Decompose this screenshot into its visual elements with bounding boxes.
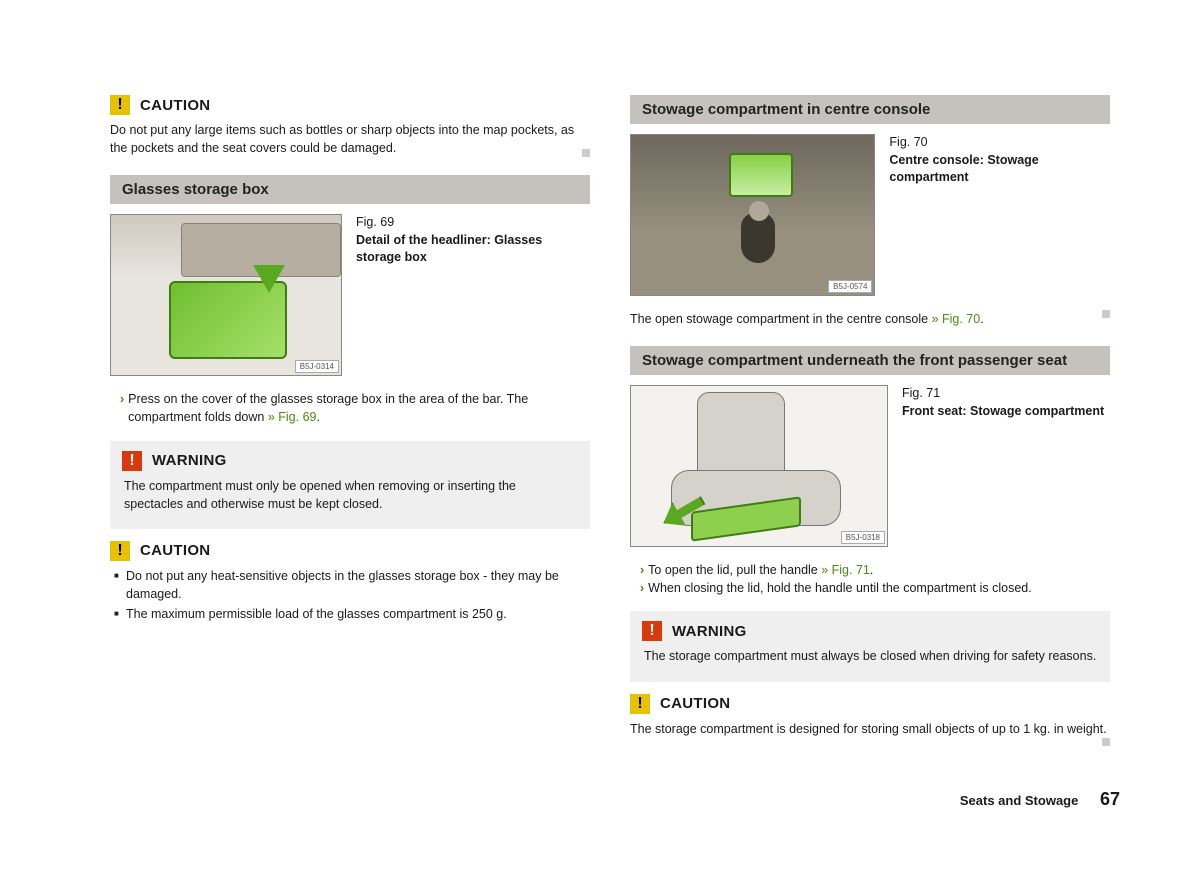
end-marker-icon [1102, 310, 1110, 318]
caution-header: ! CAUTION [110, 95, 590, 115]
instruction-text: Press on the cover of the glasses storag… [128, 390, 590, 426]
figure-70-caption: Fig. 70 Centre console: Stowage compartm… [889, 134, 1110, 187]
figure-69-desc: Detail of the headliner: Glasses storage… [356, 233, 542, 265]
footer-section: Seats and Stowage [960, 793, 1078, 808]
caution-title: CAUTION [140, 97, 210, 114]
caution-title: CAUTION [660, 695, 730, 712]
caution-body-row: Do not put any large items such as bottl… [110, 121, 590, 157]
instruction-text: To open the lid, pull the handle » Fig. … [648, 561, 873, 579]
figure-70-num: Fig. 70 [889, 134, 1110, 152]
figure-69-image: B5J-0314 [110, 214, 342, 376]
warning-header: ! WARNING [122, 451, 578, 471]
instruction-text: When closing the lid, hold the handle un… [648, 579, 1032, 597]
caution-header: ! CAUTION [630, 694, 1110, 714]
caution-icon: ! [110, 541, 130, 561]
warning-header: ! WARNING [642, 621, 1098, 641]
caution-title: CAUTION [140, 542, 210, 559]
figure-69-caption: Fig. 69 Detail of the headliner: Glasses… [356, 214, 590, 267]
caution-text: The storage compartment is designed for … [630, 720, 1110, 738]
glasses-instruction: › Press on the cover of the glasses stor… [110, 390, 590, 426]
section-under-seat: Stowage compartment underneath the front… [630, 346, 1110, 375]
centre-console-text: The open stowage compartment in the cent… [630, 310, 1110, 328]
warning-text: The storage compartment must always be c… [642, 647, 1098, 665]
figure-71-image: B5J-0318 [630, 385, 888, 547]
warning-text: The compartment must only be opened when… [122, 477, 578, 513]
section-glasses-box: Glasses storage box [110, 175, 590, 204]
figure-71-block: B5J-0318 Fig. 71 Front seat: Stowage com… [630, 385, 1110, 547]
caution-icon: ! [110, 95, 130, 115]
caution-header: ! CAUTION [110, 541, 590, 561]
figure-70-image: B5J-0574 [630, 134, 875, 296]
figure-70-tag: B5J-0574 [828, 280, 872, 293]
figure-71-desc: Front seat: Stowage compartment [902, 404, 1104, 418]
footer-page-number: 67 [1100, 789, 1120, 809]
caution-under-seat: ! CAUTION The storage compartment is des… [630, 694, 1110, 738]
chevron-icon: › [640, 561, 644, 579]
caution-bullet: Do not put any heat-sensitive objects in… [114, 567, 590, 603]
warning-icon: ! [642, 621, 662, 641]
figure-70-block: B5J-0574 Fig. 70 Centre console: Stowage… [630, 134, 1110, 296]
caution-map-pockets: ! CAUTION Do not put any large items suc… [110, 95, 590, 157]
end-marker-icon [582, 149, 590, 157]
caution-icon: ! [630, 694, 650, 714]
warning-glasses: ! WARNING The compartment must only be o… [110, 441, 590, 529]
chevron-icon: › [120, 390, 124, 426]
section-centre-console: Stowage compartment in centre console [630, 95, 1110, 124]
page-columns: ! CAUTION Do not put any large items suc… [110, 95, 1120, 748]
page-footer: Seats and Stowage 67 [960, 789, 1120, 810]
figure-71-caption: Fig. 71 Front seat: Stowage compartment [902, 385, 1104, 420]
figure-71-num: Fig. 71 [902, 385, 1104, 403]
warning-title: WARNING [152, 452, 227, 469]
figure-69-tag: B5J-0314 [295, 360, 339, 373]
left-column: ! CAUTION Do not put any large items suc… [110, 95, 590, 748]
warning-title: WARNING [672, 623, 747, 640]
figure-70-desc: Centre console: Stowage compartment [889, 153, 1038, 185]
figure-69-block: B5J-0314 Fig. 69 Detail of the headliner… [110, 214, 590, 376]
end-marker-icon [1102, 738, 1110, 746]
caution-bullets: Do not put any heat-sensitive objects in… [110, 567, 590, 623]
right-column: Stowage compartment in centre console B5… [630, 95, 1110, 748]
warning-under-seat: ! WARNING The storage compartment must a… [630, 611, 1110, 681]
figure-71-tag: B5J-0318 [841, 531, 885, 544]
figure-69-num: Fig. 69 [356, 214, 590, 232]
caution-text: Do not put any large items such as bottl… [110, 121, 590, 157]
warning-icon: ! [122, 451, 142, 471]
under-seat-instructions: › To open the lid, pull the handle » Fig… [630, 561, 1110, 597]
caution-glasses: ! CAUTION Do not put any heat-sensitive … [110, 541, 590, 623]
chevron-icon: › [640, 579, 644, 597]
caution-bullet: The maximum permissible load of the glas… [114, 605, 590, 623]
